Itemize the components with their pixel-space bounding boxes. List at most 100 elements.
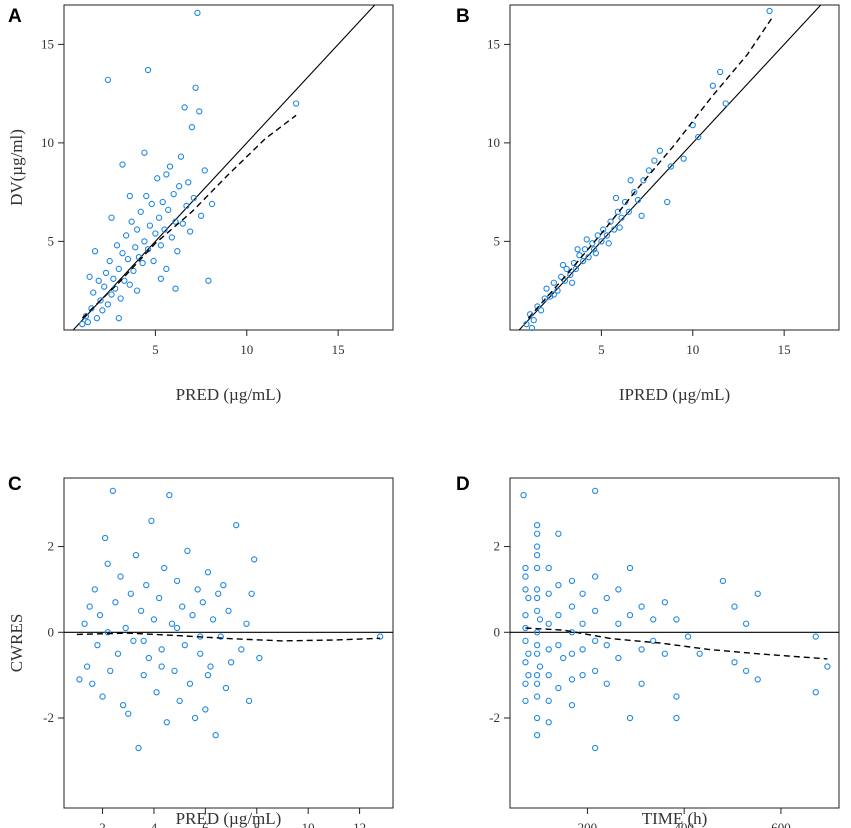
smooth-trend-line [525,627,828,660]
data-point [181,104,188,111]
data-point [163,171,170,178]
data-point [545,646,552,653]
plot-frame [63,4,394,331]
data-point [603,680,610,687]
data-point [615,654,622,662]
data-point [245,697,253,705]
data-point [158,663,165,670]
data-point [680,155,687,162]
panel-b: B 5 10 15 5 10 15 IPRED (µg/mL) [456,4,840,404]
data-point [108,214,115,221]
data-point [545,590,552,597]
data-point [140,637,147,645]
data-point [533,629,541,636]
data-point [154,175,161,182]
data-point [541,295,548,302]
data-point [533,714,541,722]
data-point [176,697,183,705]
data-point [618,214,625,221]
data-point [572,265,579,273]
y-tick-label: -2 [489,710,500,725]
data-point [638,646,645,653]
data-point [605,240,612,247]
data-point [233,521,240,529]
data-point [592,637,599,645]
data-point [191,714,199,722]
data-point [163,719,170,726]
data-point [174,248,181,255]
data-point [119,250,126,257]
data-point [159,198,166,206]
data-point [622,198,629,206]
x-tick-label: 5 [598,342,605,357]
data-point [574,246,581,253]
data-point [612,194,620,202]
data-point [523,320,530,328]
x-tick-label: 8 [254,820,261,828]
data-point [128,218,135,225]
data-point [168,620,176,627]
data-point [631,188,638,196]
x-tick-label: 6 [202,820,209,828]
data-point [79,320,86,328]
data-point [183,202,190,210]
data-point [754,676,761,683]
smooth-trend-line [527,18,772,319]
data-point [533,586,541,593]
data-point [161,226,168,233]
data-point [225,607,232,615]
data-point [124,255,132,263]
data-point [554,287,561,294]
data-point [101,534,109,542]
data-point [522,564,529,572]
data-point [175,183,183,190]
data-point [533,521,541,529]
data-point [585,253,592,261]
data-point [130,267,137,275]
data-point [536,616,544,623]
data-point [651,157,658,164]
data-point [152,230,159,237]
data-point [533,607,541,615]
data-point [155,214,163,221]
data-point [533,594,541,602]
y-axis-title: DV(µg/ml) [7,129,26,206]
data-point [133,226,141,233]
data-point [153,689,160,696]
data-point [202,706,209,713]
data-point [719,577,727,585]
data-point [731,659,738,666]
data-point [614,208,621,215]
data-point [197,212,205,219]
data-point [155,594,163,602]
y-tick-label: 10 [41,135,54,150]
data-point [101,283,108,290]
panel-c: C 2 4 6 8 10 12 -2 0 2 PRED (µg/mL) CWRES [7,474,394,828]
data-point [110,275,117,282]
data-point [742,667,750,675]
data-point [132,244,139,251]
data-point [731,603,738,610]
data-point [97,297,104,304]
data-point [695,133,702,141]
data-point [84,318,91,326]
data-point [640,177,647,184]
data-point [122,624,129,632]
y-tick-label: 0 [494,624,501,639]
data-point [563,265,570,273]
data-point [709,82,717,89]
data-point [212,731,219,739]
data-point [650,616,657,623]
data-point [603,594,610,602]
data-point [204,671,212,679]
data-point [119,161,126,168]
data-point [209,616,217,623]
data-point [555,641,562,649]
data-point [227,659,235,666]
data-point [534,303,541,310]
y-tick-label: 0 [48,624,55,639]
data-point [199,599,206,606]
data-point [555,611,562,619]
data-point [126,192,133,200]
data-point [533,551,541,559]
